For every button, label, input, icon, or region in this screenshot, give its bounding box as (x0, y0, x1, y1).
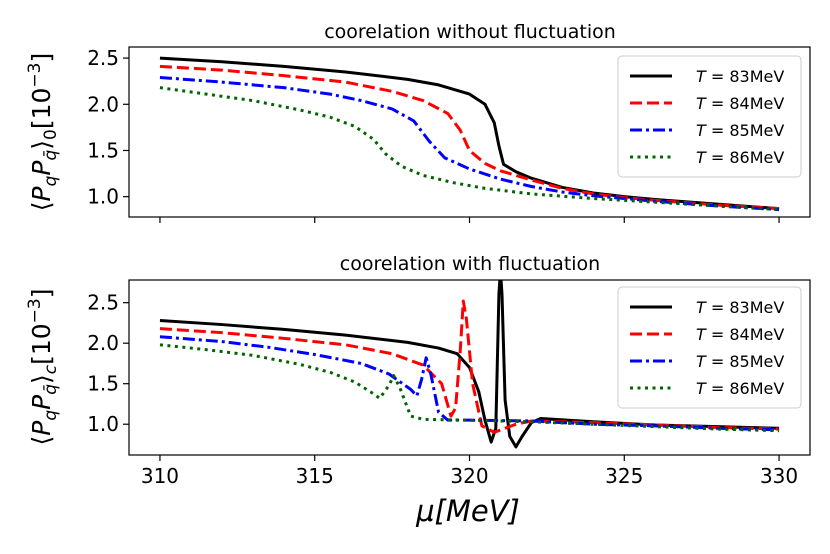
bottom-legend-frame (617, 286, 802, 409)
bottom-y-axis-label: ⟨PqPq̄⟩c[10−3] (25, 288, 61, 445)
series-line-t-85mev (159, 335, 780, 432)
y-tick-label: 2.5 (87, 46, 119, 70)
y-tick-label: 2.5 (87, 291, 119, 315)
legend-label: T = 86MeV (696, 379, 784, 398)
legend-label: T = 85MeV (696, 352, 784, 371)
y-tick-label: 1.5 (87, 372, 119, 396)
bottom-legend: T = 83MeV T = 84MeV T = 85MeV T = 86MeV (617, 286, 802, 409)
top-y-ticks: 1.0 1.5 2.0 2.5 (87, 46, 129, 209)
top-legend-frame (617, 55, 802, 178)
bottom-x-ticks: 310 315 320 325 330 (141, 455, 798, 488)
x-axis-label: μ[MeV] (415, 494, 520, 528)
series-line-t-85mev (159, 75, 780, 212)
x-tick-label: 325 (605, 464, 643, 488)
legend-label: T = 84MeV (696, 94, 784, 113)
y-tick-label: 1.5 (87, 138, 119, 162)
legend-label: T = 83MeV (696, 298, 784, 317)
series-line-t-84mev (159, 64, 780, 211)
top-x-ticks (159, 217, 780, 223)
legend-label: T = 83MeV (696, 67, 784, 86)
x-tick-label: 310 (141, 464, 179, 488)
legend-label: T = 85MeV (696, 121, 784, 140)
y-tick-label: 1.0 (87, 412, 119, 436)
y-tick-label: 2.0 (87, 92, 119, 116)
top-y-axis-label: ⟨PqPq̄⟩0[10−3] (25, 53, 61, 212)
top-panel: coorelation without fluctuation 1.0 1.5 2.… (25, 21, 811, 223)
top-legend: T = 83MeV T = 84MeV T = 85MeV T = 86MeV (617, 55, 802, 178)
top-series-lines (159, 56, 780, 212)
legend-label: T = 86MeV (696, 148, 784, 167)
y-tick-label: 1.0 (87, 185, 119, 209)
x-tick-label: 315 (296, 464, 334, 488)
bottom-title: coorelation with fluctuation (340, 253, 600, 275)
bottom-y-ticks: 1.0 1.5 2.0 2.5 (87, 291, 129, 436)
bottom-panel: coorelation with fluctuation 1.0 1.5 2.0 2.… (25, 253, 811, 528)
series-line-t-86mev (159, 343, 780, 433)
legend-label: T = 84MeV (696, 325, 784, 344)
x-tick-label: 320 (450, 464, 488, 488)
y-tick-label: 2.0 (87, 331, 119, 355)
series-line-t-83mev (159, 280, 780, 449)
top-title: coorelation without fluctuation (324, 21, 616, 43)
bottom-series-lines (159, 280, 780, 449)
x-tick-label: 330 (760, 464, 798, 488)
